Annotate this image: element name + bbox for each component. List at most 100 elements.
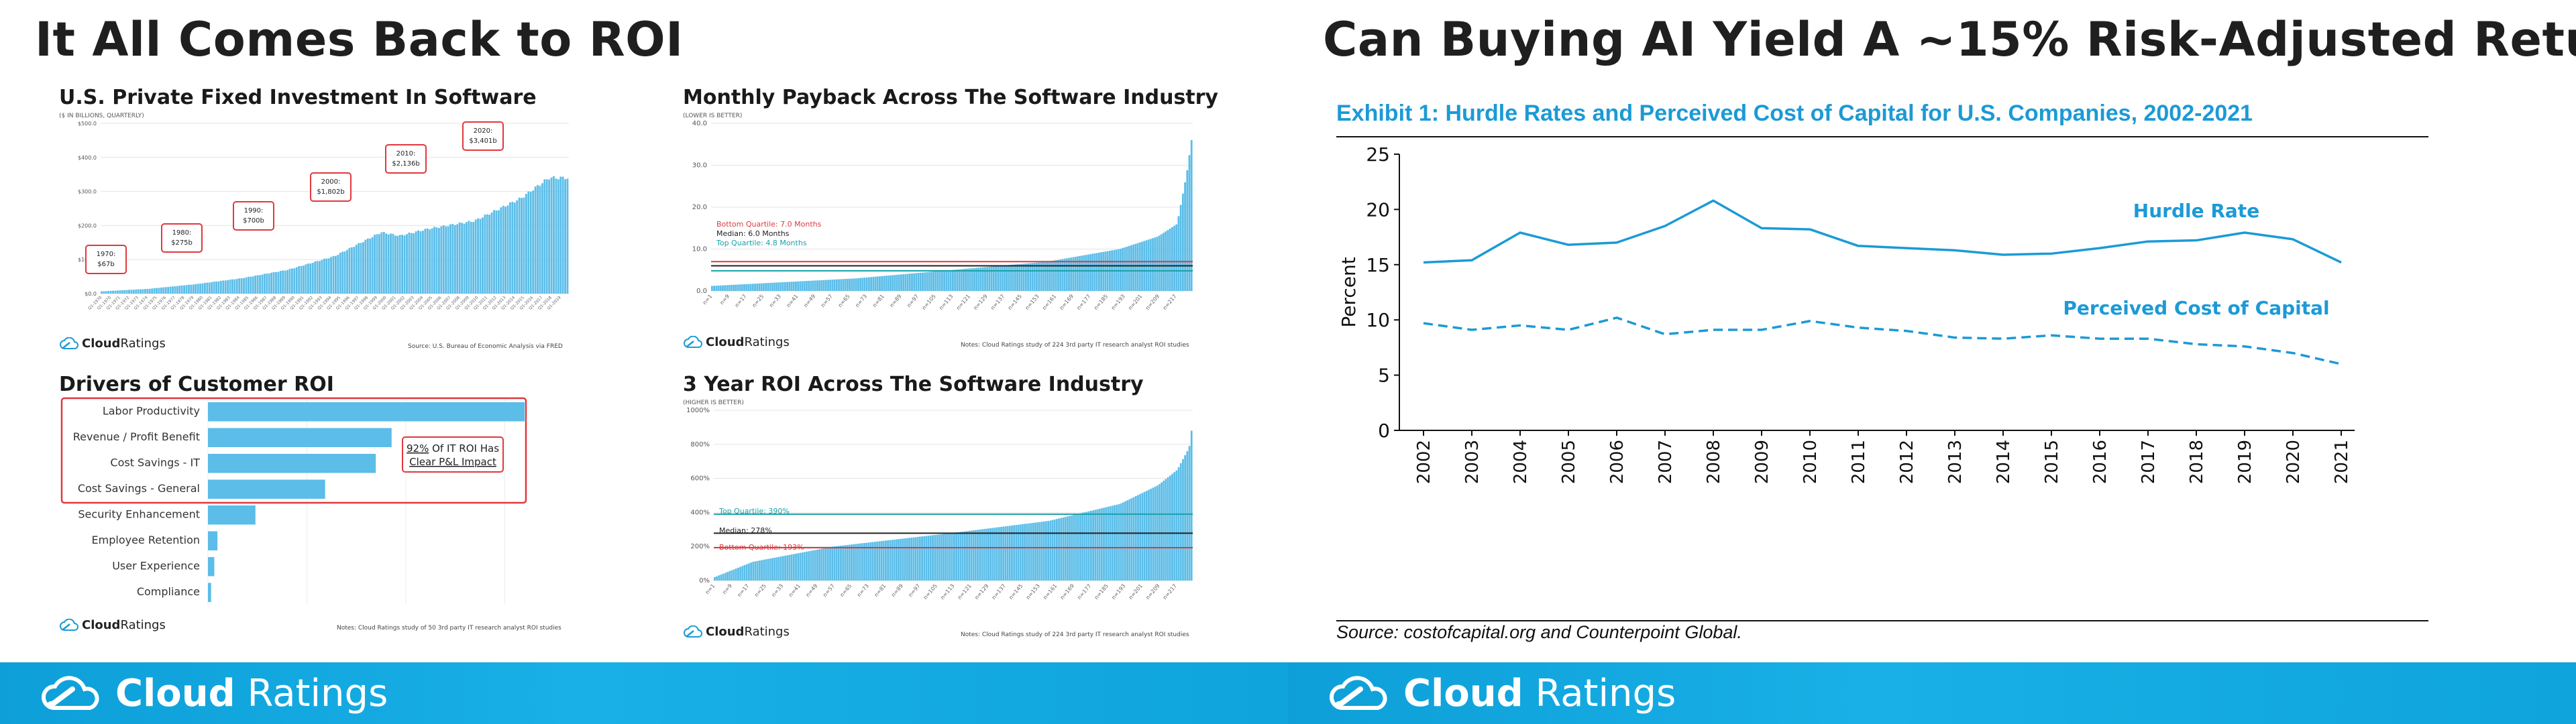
study-bar <box>1150 489 1152 581</box>
study-bar <box>1124 501 1126 581</box>
study-bar <box>733 284 735 291</box>
investment-bar <box>227 280 229 294</box>
study-bar <box>730 284 733 291</box>
y-tick-label: 0.0 <box>696 288 707 295</box>
study-bar <box>763 559 765 581</box>
brand-rest: Ratings <box>247 671 388 715</box>
study-bar <box>1081 513 1084 581</box>
study-bar <box>938 534 941 581</box>
study-bar <box>1132 497 1135 581</box>
investment-bar <box>330 257 332 294</box>
study-bar <box>1046 261 1049 291</box>
study-bar <box>904 274 907 291</box>
callout-pct: 92% <box>407 442 429 455</box>
study-bar <box>762 283 765 291</box>
investment-bar <box>490 212 493 294</box>
study-bar <box>865 277 868 291</box>
study-bar <box>973 267 975 291</box>
study-bar <box>1049 261 1051 291</box>
investment-bar <box>509 202 511 294</box>
study-bar <box>1179 204 1182 291</box>
exhibit-title: Exhibit 1: Hurdle Rates and Perceived Co… <box>1336 101 2253 126</box>
x-tick-label: 2014 <box>1994 440 2014 484</box>
study-bar <box>1045 521 1047 581</box>
study-bar <box>773 557 776 581</box>
investment-bar <box>371 237 374 294</box>
investment-bar <box>500 207 502 294</box>
study-bar <box>961 532 964 581</box>
study-bar <box>835 279 838 291</box>
investment-bar <box>561 176 564 294</box>
category-label: Labor Productivity <box>103 404 200 417</box>
study-bar <box>1076 256 1079 291</box>
study-bar <box>885 276 888 291</box>
investment-bar <box>335 255 337 294</box>
investment-bar <box>382 231 385 294</box>
study-bar <box>1173 225 1175 291</box>
study-bar <box>1065 258 1068 291</box>
y-tick-label: $400.0 <box>78 155 97 161</box>
study-bar <box>863 278 866 291</box>
study-bar <box>775 282 777 291</box>
study-bar <box>896 274 898 291</box>
investment-bar <box>470 221 472 294</box>
study-bar <box>1177 216 1180 291</box>
study-bar <box>737 567 739 581</box>
study-bar <box>919 536 921 581</box>
study-bar <box>965 268 967 291</box>
study-bar <box>1038 522 1041 581</box>
study-bar <box>1087 511 1090 581</box>
investment-bar <box>474 219 477 294</box>
investment-bar <box>263 274 266 294</box>
study-bar <box>855 278 857 291</box>
study-bar <box>904 538 906 581</box>
investment-bar <box>543 179 546 294</box>
study-bar <box>1036 522 1039 581</box>
study-bar <box>824 280 827 291</box>
study-bar <box>1128 245 1130 291</box>
investment-bar <box>555 178 557 294</box>
investment-bar <box>275 272 277 294</box>
x-tick-label: 2012 <box>1897 440 1917 484</box>
investment-bar <box>185 285 188 294</box>
investment-bar <box>364 239 367 294</box>
driver-bar <box>208 505 256 525</box>
x-tick-label: n=121 <box>957 583 973 601</box>
study-bar <box>1034 522 1036 581</box>
study-bar <box>857 278 859 291</box>
investment-bar <box>303 265 305 294</box>
investment-bar <box>123 290 126 294</box>
study-bar <box>1014 264 1016 291</box>
study-bar <box>967 268 969 291</box>
study-bar <box>803 281 806 291</box>
study-bar <box>1013 525 1016 581</box>
study-bar <box>929 535 932 581</box>
hurdle-rate-line <box>1423 199 2342 264</box>
study-bar <box>1130 245 1132 291</box>
software-investment-panel: U.S. Private Fixed Investment In Softwar… <box>59 86 576 362</box>
study-bar <box>1100 508 1103 581</box>
cloud-logo-icon <box>60 337 78 349</box>
study-bar <box>955 532 957 581</box>
investment-bar <box>559 176 562 294</box>
study-bar <box>1010 265 1012 291</box>
study-bar <box>1182 459 1184 581</box>
investment-bar <box>300 265 303 294</box>
study-bar <box>902 274 905 291</box>
x-tick-label: n=201 <box>1128 583 1144 601</box>
study-bar <box>898 274 900 291</box>
investment-bar <box>229 280 231 294</box>
investment-bar <box>493 210 495 294</box>
x-tick-label: n=81 <box>871 294 885 309</box>
study-bar <box>840 279 843 291</box>
driver-bar <box>208 454 376 473</box>
x-tick-label: n=49 <box>802 294 816 309</box>
study-bar <box>1122 247 1124 291</box>
study-bar <box>861 278 864 291</box>
study-bar <box>1060 518 1063 581</box>
investment-bar <box>529 192 532 294</box>
y-tick-label: $200.0 <box>78 223 97 229</box>
annotation-value: $1,802b <box>317 188 344 196</box>
study-bar <box>1143 491 1146 581</box>
study-bar <box>1173 472 1176 581</box>
